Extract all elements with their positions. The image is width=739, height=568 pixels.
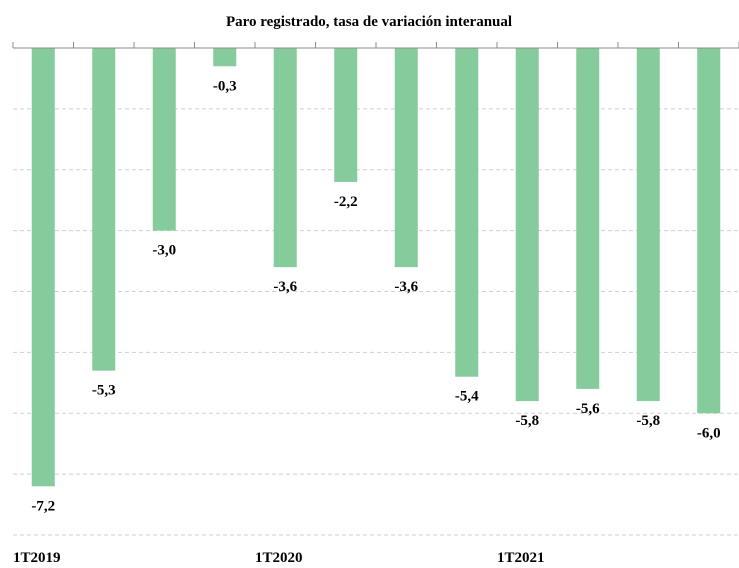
value-label: -5,8 [515, 413, 539, 429]
bar [92, 48, 116, 371]
value-label: -5,3 [92, 383, 116, 399]
value-label: -5,6 [576, 401, 600, 417]
value-label: -5,8 [636, 413, 660, 429]
value-label: -3,6 [394, 279, 418, 295]
bar [455, 48, 479, 377]
value-label: -7,2 [31, 498, 55, 514]
bar [152, 48, 176, 231]
value-label: -6,0 [697, 425, 721, 441]
value-label: -0,3 [213, 78, 237, 94]
bar [636, 48, 660, 402]
bar [515, 48, 539, 402]
value-label: -2,2 [334, 194, 358, 210]
bar [273, 48, 297, 268]
bar [213, 48, 237, 67]
x-tick-label: 1T2020 [255, 550, 303, 566]
x-tick-label: 1T2019 [13, 550, 61, 566]
value-label: -3,0 [152, 243, 176, 259]
chart-title: Paro registrado, tasa de variación inter… [226, 14, 512, 30]
bar [697, 48, 721, 414]
bar [394, 48, 418, 268]
bar [31, 48, 55, 487]
bar [576, 48, 600, 389]
bar [334, 48, 358, 182]
x-tick-label: 1T2021 [497, 550, 545, 566]
value-label: -3,6 [273, 279, 297, 295]
value-label: -5,4 [455, 389, 479, 405]
